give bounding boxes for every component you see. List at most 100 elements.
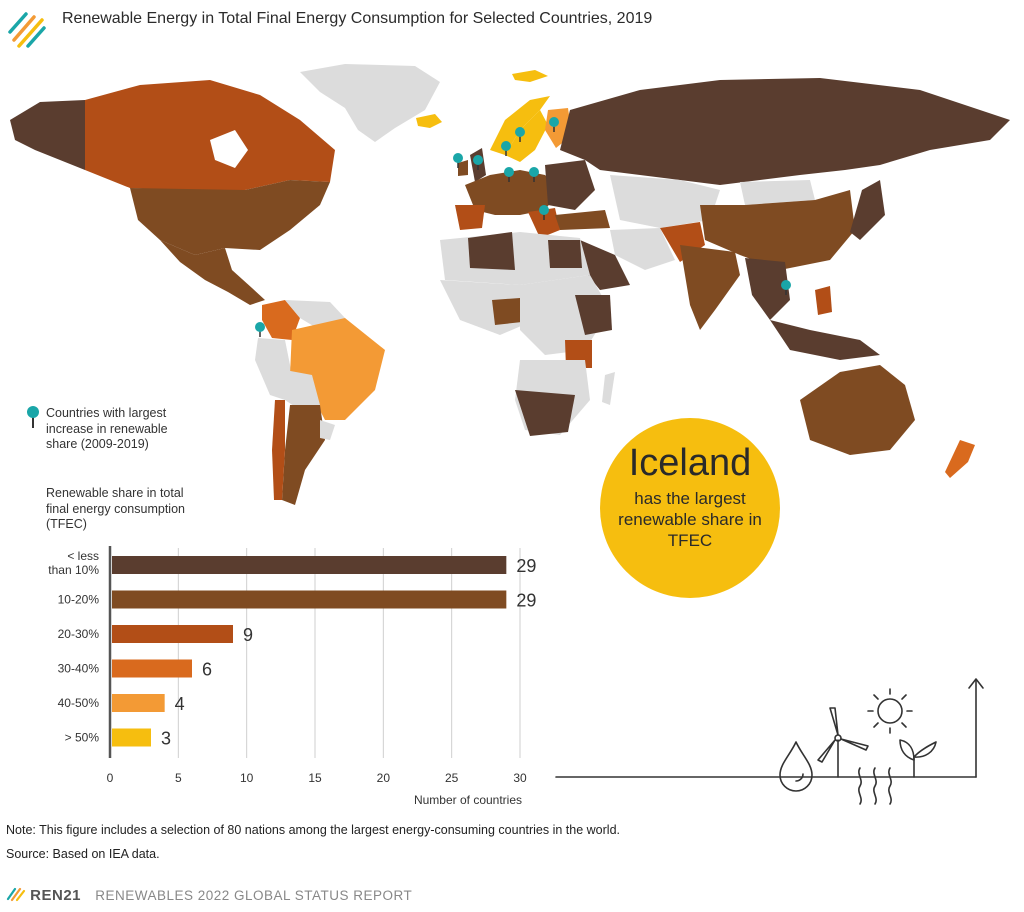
pin-marker bbox=[504, 167, 514, 182]
x-tick-label: 15 bbox=[308, 771, 322, 785]
chart-title: Renewable Energy in Total Final Energy C… bbox=[62, 10, 653, 27]
x-tick-label: 10 bbox=[240, 771, 254, 785]
pin-marker bbox=[255, 322, 265, 337]
pin-marker bbox=[453, 153, 463, 168]
uruguay-region bbox=[320, 420, 335, 440]
callout-headline: Iceland bbox=[628, 442, 752, 484]
drop-highlight bbox=[795, 773, 804, 782]
peru-region bbox=[255, 338, 292, 400]
water-drop-icon bbox=[779, 741, 813, 792]
bar-chart: 0 5 10 15 20 25 30 29 < less than 10% 29 10-20% 9 20-… bbox=[48, 546, 536, 807]
pin-marker bbox=[549, 117, 559, 132]
callout-text: has the largest renewable share in TFEC bbox=[618, 489, 762, 550]
chart-source: Source: Based on IEA data. bbox=[6, 847, 160, 861]
ren21-logo-icon bbox=[8, 12, 46, 48]
central-asia-region bbox=[610, 175, 720, 228]
saudi-region bbox=[580, 240, 630, 290]
bar bbox=[112, 590, 507, 609]
world-map bbox=[10, 64, 1010, 505]
balkans-region bbox=[528, 208, 560, 238]
pin-marker bbox=[473, 155, 483, 170]
bar-value-label: 6 bbox=[202, 660, 212, 680]
bar bbox=[112, 625, 233, 643]
se-asia-region bbox=[745, 258, 790, 320]
bar bbox=[112, 694, 165, 712]
sun-icon bbox=[877, 698, 903, 724]
bar bbox=[112, 728, 151, 747]
egypt-region bbox=[548, 240, 582, 268]
renewables-illustration bbox=[555, 678, 984, 805]
footer-report: RENEWABLES 2022 GLOBAL STATUS REPORT bbox=[95, 888, 413, 903]
bar-value-label: 29 bbox=[516, 556, 536, 576]
x-axis-label: Number of countries bbox=[414, 793, 522, 807]
norway-region bbox=[490, 96, 550, 155]
iberia-region bbox=[455, 205, 485, 230]
chart-note: Note: This figure includes a selection o… bbox=[6, 823, 621, 837]
pin-marker bbox=[501, 141, 511, 156]
category-label: 30-40% bbox=[58, 662, 100, 676]
europe-east-region bbox=[545, 160, 595, 210]
chile-region bbox=[272, 400, 285, 500]
pin-legend-label: Countries with largest increase in renew… bbox=[46, 406, 168, 451]
nigeria-region bbox=[492, 298, 522, 325]
x-tick-label: 5 bbox=[175, 771, 182, 785]
usa-region bbox=[130, 180, 330, 255]
pin-marker bbox=[781, 280, 791, 295]
argentina-region bbox=[282, 405, 325, 505]
canada-region bbox=[85, 80, 335, 190]
australia-region bbox=[800, 365, 915, 455]
category-label: > 50% bbox=[65, 731, 100, 745]
colombia-region bbox=[262, 300, 300, 340]
china-region bbox=[700, 190, 855, 270]
bar-value-label: 29 bbox=[516, 591, 536, 611]
indonesia-region bbox=[770, 320, 880, 360]
bar bbox=[112, 556, 507, 574]
alaska-region bbox=[10, 100, 85, 170]
madagascar-region bbox=[602, 372, 615, 405]
category-label: 40-50% bbox=[58, 696, 100, 710]
footer: REN21 RENEWABLES 2022 GLOBAL STATUS REPO… bbox=[6, 886, 412, 910]
x-tick-label: 30 bbox=[513, 771, 527, 785]
ireland-region bbox=[458, 160, 468, 176]
russia-region bbox=[560, 78, 1010, 185]
philippines-region bbox=[815, 286, 832, 315]
category-label: 10-20% bbox=[58, 593, 100, 607]
bar-value-label: 9 bbox=[243, 625, 253, 645]
share-legend-label: Renewable share in total final energy co… bbox=[46, 486, 185, 531]
category-label: 20-30% bbox=[58, 627, 100, 641]
footer-brand: REN21 bbox=[30, 887, 82, 904]
pin-legend-icon bbox=[27, 406, 39, 428]
mongolia-region bbox=[740, 180, 815, 205]
x-tick-label: 0 bbox=[107, 771, 114, 785]
arrow-head-icon bbox=[968, 678, 984, 689]
iceland-callout: Iceland has the largest renewable share … bbox=[600, 418, 780, 598]
europe-west-region bbox=[465, 170, 560, 215]
category-label: < less than 10% bbox=[48, 549, 99, 577]
pin-marker bbox=[529, 167, 539, 182]
pin-marker bbox=[539, 205, 549, 220]
sweden-region bbox=[505, 110, 548, 162]
x-tick-label: 20 bbox=[377, 771, 391, 785]
hudson-bay bbox=[210, 130, 248, 168]
ren21-footer-logo-icon bbox=[6, 887, 26, 902]
greenland-region bbox=[300, 64, 440, 142]
india-region bbox=[680, 245, 740, 330]
new-zealand-region bbox=[945, 440, 975, 478]
turkey-region bbox=[555, 210, 610, 230]
mexico-region bbox=[160, 240, 265, 305]
bar bbox=[112, 659, 192, 678]
pins bbox=[255, 117, 791, 337]
iceland-region bbox=[416, 114, 442, 128]
pin-marker bbox=[515, 127, 525, 142]
heat-waves-icon bbox=[858, 767, 862, 805]
bar-value-label: 4 bbox=[175, 694, 185, 714]
south-africa-region bbox=[515, 390, 575, 436]
ethiopia-region bbox=[575, 295, 612, 335]
japan-region bbox=[850, 180, 885, 240]
bar-value-label: 3 bbox=[161, 729, 171, 749]
x-tick-label: 25 bbox=[445, 771, 459, 785]
bolivia-region bbox=[285, 370, 320, 410]
iran-region bbox=[610, 228, 675, 270]
svalbard-region bbox=[512, 70, 548, 82]
algeria-region bbox=[468, 232, 515, 270]
